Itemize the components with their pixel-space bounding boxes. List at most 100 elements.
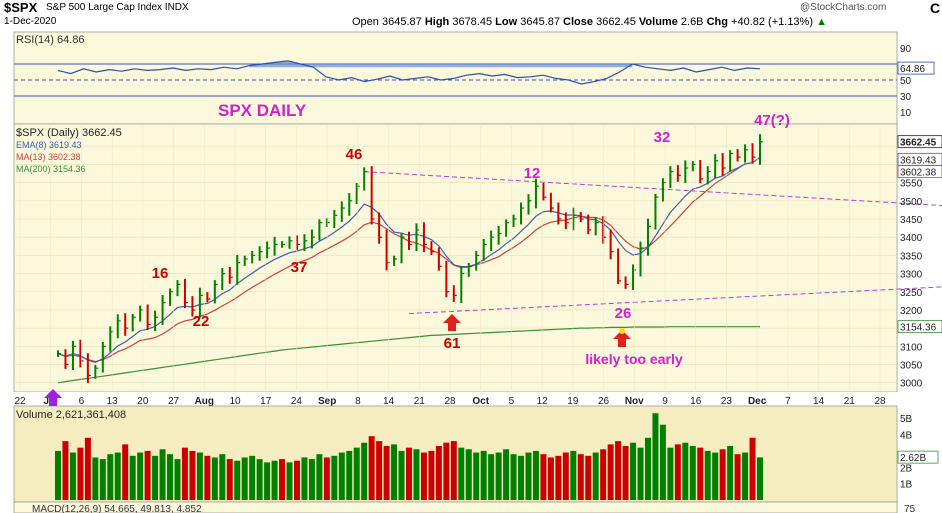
x-tick-label: 12 — [537, 396, 549, 407]
volume-bar — [570, 450, 577, 500]
purple-up-arrow-icon — [44, 389, 62, 406]
volume-bar — [435, 446, 442, 500]
x-axis: 22Jul6132027Aug101724Sep8142128Oct512192… — [14, 396, 886, 407]
volume-bar — [518, 455, 525, 500]
x-tick-label: Dec — [748, 396, 767, 407]
volume-bar — [473, 452, 480, 500]
volume-bar — [174, 459, 181, 500]
price-y-tick: 3662.45 — [900, 138, 937, 149]
volume-bar — [749, 437, 756, 500]
rsi-y-tick: 90 — [900, 44, 912, 55]
annotation-label: 12 — [524, 165, 541, 182]
volume-bar — [488, 454, 495, 500]
volume-bar — [547, 457, 554, 500]
close-value: 3662.45 — [596, 16, 636, 28]
volume-bar — [615, 441, 622, 500]
volume-bar — [674, 444, 681, 500]
volume-bar — [406, 447, 412, 500]
volume-bar — [84, 437, 91, 500]
volume-bar — [383, 446, 390, 500]
volume-bar — [667, 447, 674, 500]
price-panel — [13, 123, 898, 393]
stockcharts-logo: @StockCharts.com — [800, 2, 887, 13]
volume-bar — [152, 455, 159, 500]
volume-bar — [376, 441, 383, 500]
volume-bar — [592, 452, 599, 500]
volume-bar — [316, 454, 323, 500]
x-tick-label: 5 — [509, 396, 515, 407]
legend-ma13: MA(13) 3602.38 — [16, 152, 81, 162]
volume-bar — [622, 446, 629, 500]
volume-bar — [727, 446, 734, 500]
trendline — [364, 171, 942, 207]
volume-bar — [652, 413, 659, 500]
volume-bar — [77, 447, 84, 500]
volume-bar — [644, 437, 651, 500]
up-arrow-icon: ▲ — [816, 16, 827, 28]
x-tick-label: 14 — [383, 396, 395, 407]
volume-bar — [55, 450, 61, 500]
price-y-tick: 3250 — [900, 288, 923, 299]
volume-bar — [204, 455, 211, 500]
legend-ema8: EMA(8) 3619.43 — [16, 140, 82, 150]
close-label: Close — [563, 16, 594, 28]
volume-bar — [249, 455, 256, 500]
volume-bar — [480, 450, 487, 500]
volume-y-tick: 2.62B — [900, 453, 926, 464]
ma200-line — [57, 326, 761, 384]
x-tick-label: 26 — [598, 396, 610, 407]
volume-bar — [495, 452, 502, 500]
macd-ytick: 75 — [904, 504, 916, 513]
volume-bar — [742, 452, 749, 500]
price-y-tick: 3550 — [900, 179, 923, 190]
price-y-tick: 3619.43 — [900, 155, 937, 166]
volume-label: Volume — [638, 16, 678, 28]
volume-bar — [107, 454, 114, 500]
x-tick-label: 13 — [107, 396, 119, 407]
exchange-label: INDX — [164, 2, 189, 13]
annotation-label: 47(?) — [754, 112, 790, 129]
volume-bar — [391, 444, 398, 500]
annotation-label: 46 — [346, 146, 363, 163]
rsi-y-tick: 10 — [900, 108, 912, 119]
ohlc-readout: Open 3645.87 High 3678.45 Low 3645.87 Cl… — [352, 16, 827, 28]
volume-bar — [62, 441, 69, 500]
volume-bar — [167, 454, 174, 500]
volume-bar — [226, 459, 233, 500]
volume-bar — [450, 441, 457, 500]
volume-bar — [697, 447, 704, 500]
volume-bar — [555, 455, 562, 500]
x-tick-label: 20 — [137, 396, 149, 407]
low-label: Low — [495, 16, 518, 28]
arrow-highlight-dot — [619, 328, 625, 334]
volume-bar — [607, 444, 614, 500]
rsi-overbought-fill — [249, 60, 633, 68]
volume-bar — [308, 459, 315, 500]
x-tick-label: 16 — [690, 396, 702, 407]
volume-bar — [241, 457, 248, 500]
chg-label: Chg — [706, 16, 728, 28]
volume-bar — [577, 454, 584, 500]
rsi-last-value-box — [897, 61, 935, 75]
volume-bar — [585, 455, 592, 500]
rsi-y-tick: 30 — [900, 92, 912, 103]
volume-bar — [256, 459, 263, 500]
index-name: S&P 500 Large Cap Index INDX — [46, 2, 189, 13]
low-value: 3645.87 — [520, 16, 560, 28]
volume-bar — [465, 449, 472, 500]
volume-bar — [637, 447, 644, 500]
volume-bar — [279, 459, 286, 500]
rsi-line — [57, 60, 761, 85]
price-y-tick: 3350 — [900, 251, 923, 262]
x-tick-label: 6 — [79, 396, 85, 407]
x-tick-label: 27 — [168, 396, 180, 407]
volume-bar — [346, 450, 353, 500]
spx-daily-annotation: SPX DAILY — [218, 101, 307, 120]
volume-bar — [69, 452, 76, 500]
x-tick-label: 19 — [567, 396, 579, 407]
high-value: 3678.45 — [452, 16, 493, 28]
volume-y-tick: 5B — [900, 414, 913, 425]
price-title: $SPX (Daily) 3662.45 — [16, 127, 122, 139]
